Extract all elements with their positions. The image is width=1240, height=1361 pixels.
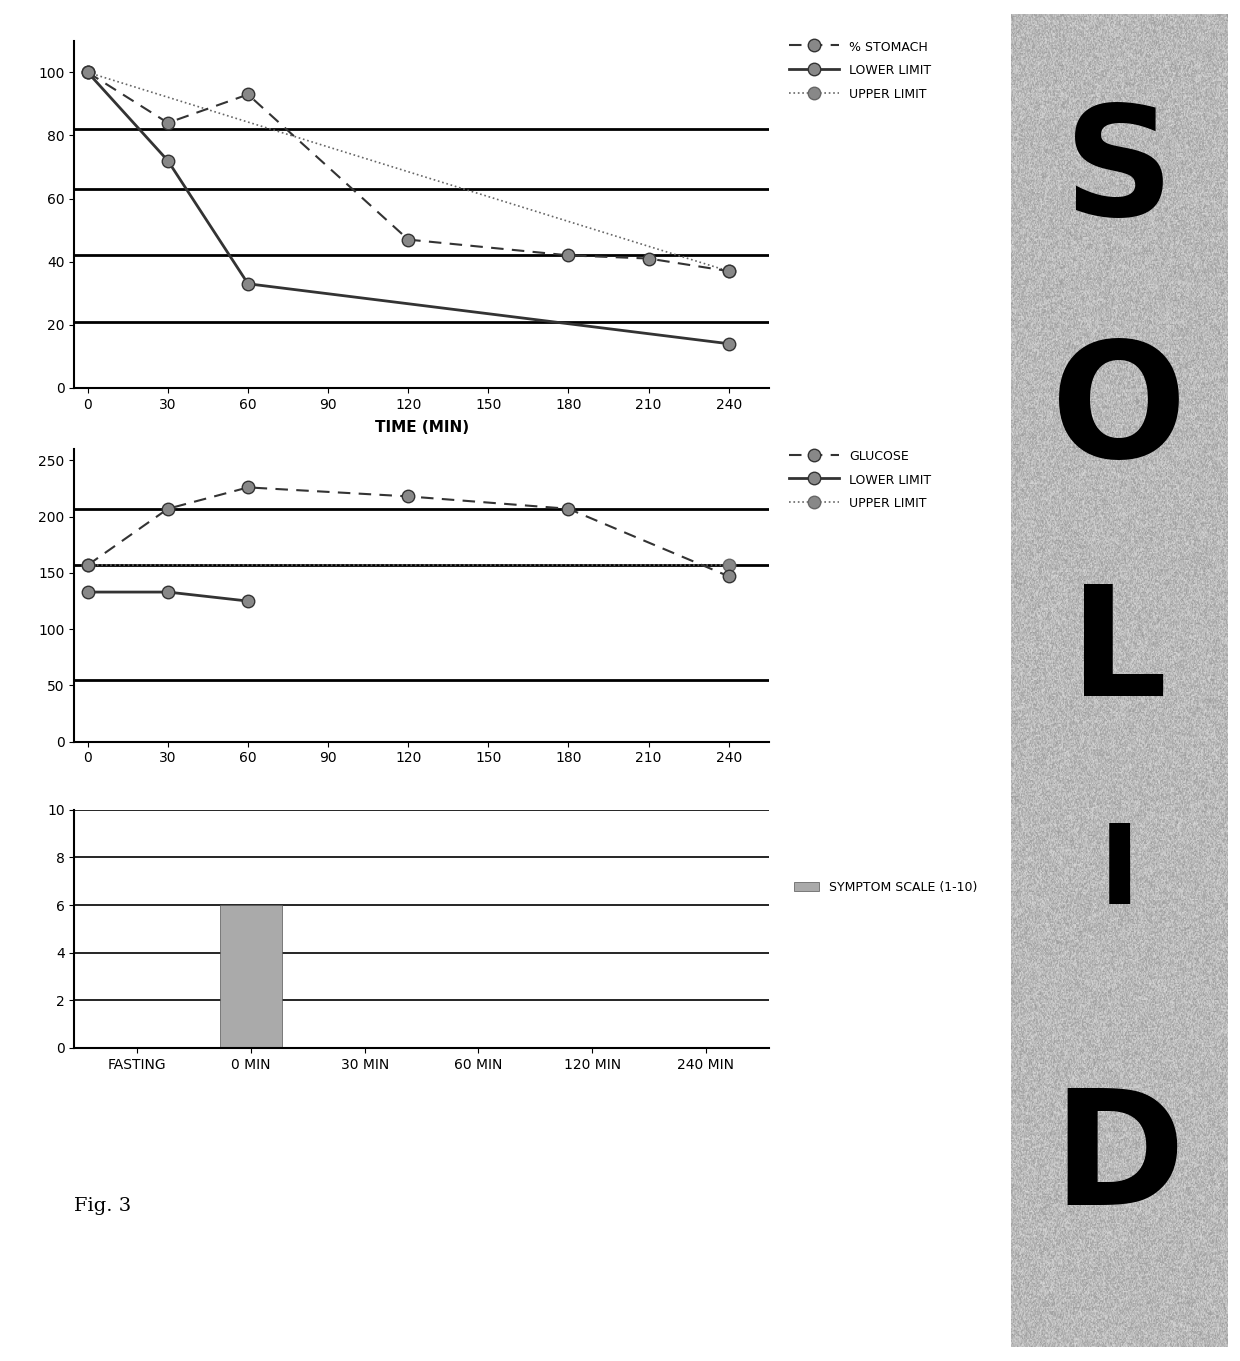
% STOMACH — [81, 64, 95, 80]
Line: LOWER LIMIT: LOWER LIMIT — [82, 585, 254, 607]
Text: O: O — [1052, 336, 1187, 491]
LOWER LIMIT — [241, 593, 255, 610]
LOWER LIMIT — [241, 275, 255, 293]
Text: L: L — [1070, 580, 1168, 728]
Bar — [219, 905, 283, 1048]
Text: D: D — [1053, 1083, 1185, 1239]
GLUCOSE — [81, 557, 95, 573]
% STOMACH — [401, 231, 415, 248]
Legend: % STOMACH, LOWER LIMIT, UPPER LIMIT: % STOMACH, LOWER LIMIT, UPPER LIMIT — [789, 39, 931, 101]
LOWER LIMIT — [722, 336, 737, 352]
Text: S: S — [1064, 99, 1174, 248]
Text: I: I — [1099, 821, 1140, 927]
Legend: SYMPTOM SCALE (1-10): SYMPTOM SCALE (1-10) — [789, 875, 982, 898]
GLUCOSE — [560, 501, 575, 517]
LOWER LIMIT — [160, 584, 175, 600]
Line: LOWER LIMIT: LOWER LIMIT — [82, 67, 735, 350]
Line: % STOMACH: % STOMACH — [82, 67, 735, 278]
LOWER LIMIT — [81, 584, 95, 600]
GLUCOSE — [241, 479, 255, 495]
X-axis label: TIME (MIN): TIME (MIN) — [374, 421, 469, 436]
Text: Fig. 3: Fig. 3 — [74, 1198, 131, 1215]
% STOMACH — [160, 114, 175, 131]
LOWER LIMIT — [160, 152, 175, 169]
GLUCOSE — [160, 501, 175, 517]
% STOMACH — [722, 263, 737, 279]
GLUCOSE — [401, 489, 415, 505]
GLUCOSE — [722, 568, 737, 584]
% STOMACH — [641, 250, 656, 267]
Legend: GLUCOSE, LOWER LIMIT, UPPER LIMIT: GLUCOSE, LOWER LIMIT, UPPER LIMIT — [789, 449, 931, 510]
% STOMACH — [241, 86, 255, 102]
% STOMACH — [560, 248, 575, 264]
Line: GLUCOSE: GLUCOSE — [82, 482, 735, 583]
LOWER LIMIT — [81, 64, 95, 80]
